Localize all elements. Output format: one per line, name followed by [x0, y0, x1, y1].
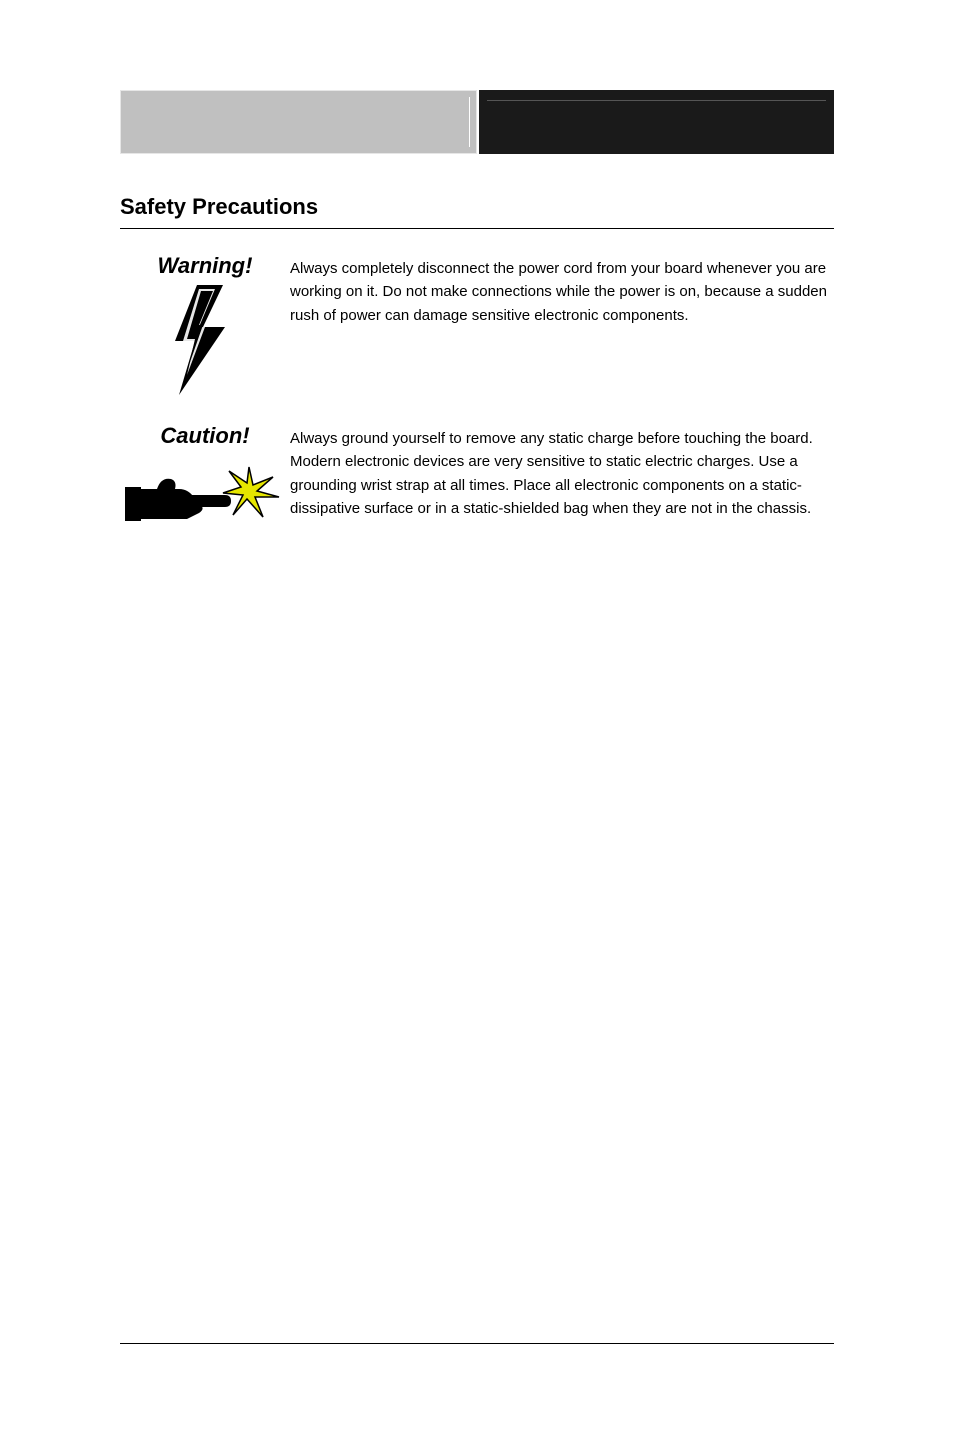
header-left-panel	[120, 90, 477, 154]
esd-hand-icon	[125, 455, 285, 545]
header-right-panel	[479, 90, 834, 154]
section-title: Safety Precautions	[120, 194, 834, 220]
warning-block: Warning! Always completely disconnect th…	[120, 253, 834, 395]
lightning-bolt-icon	[165, 285, 245, 395]
warning-label: Warning!	[120, 253, 290, 279]
header-bar	[120, 90, 834, 154]
caution-text: Always ground yourself to remove any sta…	[290, 423, 834, 520]
caution-block: Caution! Always ground yourself to remov…	[120, 423, 834, 545]
caution-icon-column: Caution!	[120, 423, 290, 545]
section-rule	[120, 228, 834, 229]
footer-rule	[120, 1343, 834, 1344]
warning-text: Always completely disconnect the power c…	[290, 253, 834, 327]
warning-icon-column: Warning!	[120, 253, 290, 395]
caution-label: Caution!	[120, 423, 290, 449]
page: Safety Precautions Warning! Always compl…	[0, 0, 954, 1434]
